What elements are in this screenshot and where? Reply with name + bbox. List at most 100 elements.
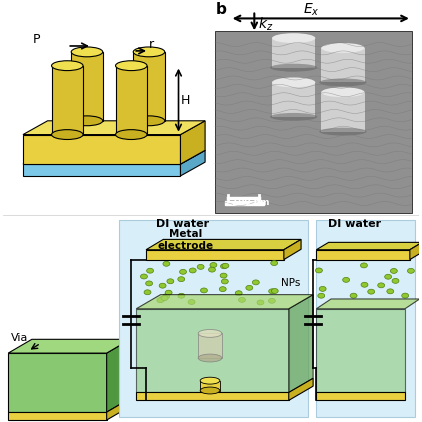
Ellipse shape xyxy=(222,263,229,268)
Ellipse shape xyxy=(146,281,153,286)
Ellipse shape xyxy=(200,377,220,384)
Polygon shape xyxy=(107,398,130,420)
Polygon shape xyxy=(316,250,410,260)
Ellipse shape xyxy=(200,288,207,293)
Ellipse shape xyxy=(319,287,326,291)
Ellipse shape xyxy=(252,280,259,285)
Ellipse shape xyxy=(200,387,220,394)
Ellipse shape xyxy=(361,282,368,287)
Ellipse shape xyxy=(198,354,222,362)
Bar xyxy=(272,38,315,68)
Ellipse shape xyxy=(235,291,242,296)
Ellipse shape xyxy=(180,269,187,274)
Ellipse shape xyxy=(222,279,228,284)
Ellipse shape xyxy=(385,274,392,279)
Ellipse shape xyxy=(316,268,322,273)
Ellipse shape xyxy=(163,294,170,299)
Polygon shape xyxy=(116,66,147,135)
Polygon shape xyxy=(316,242,422,250)
Ellipse shape xyxy=(270,64,317,72)
Bar xyxy=(119,220,308,417)
Polygon shape xyxy=(23,150,205,164)
Ellipse shape xyxy=(178,277,185,281)
Polygon shape xyxy=(410,242,422,260)
Bar xyxy=(272,82,315,117)
Ellipse shape xyxy=(51,130,83,140)
Ellipse shape xyxy=(238,298,246,302)
Polygon shape xyxy=(136,392,289,400)
Ellipse shape xyxy=(271,289,278,293)
Text: H: H xyxy=(181,94,190,107)
Ellipse shape xyxy=(272,33,315,43)
Text: $E_x$: $E_x$ xyxy=(303,2,320,18)
Ellipse shape xyxy=(390,268,397,273)
Polygon shape xyxy=(316,309,405,392)
Ellipse shape xyxy=(402,293,408,298)
Ellipse shape xyxy=(141,274,147,279)
Text: $k_z$: $k_z$ xyxy=(258,15,273,32)
Ellipse shape xyxy=(71,116,103,126)
Text: P: P xyxy=(33,33,41,46)
Ellipse shape xyxy=(163,261,170,266)
Ellipse shape xyxy=(208,267,215,272)
Polygon shape xyxy=(289,295,313,392)
Ellipse shape xyxy=(319,78,367,87)
Ellipse shape xyxy=(219,287,226,292)
Polygon shape xyxy=(289,378,313,400)
Ellipse shape xyxy=(350,293,357,298)
Polygon shape xyxy=(133,52,165,121)
Polygon shape xyxy=(200,381,220,390)
Polygon shape xyxy=(316,299,420,309)
Polygon shape xyxy=(8,339,130,353)
Polygon shape xyxy=(181,150,205,176)
Ellipse shape xyxy=(178,293,185,298)
Ellipse shape xyxy=(319,128,367,135)
Ellipse shape xyxy=(116,61,147,70)
Ellipse shape xyxy=(188,300,195,304)
Ellipse shape xyxy=(167,279,174,284)
Ellipse shape xyxy=(343,277,349,282)
Ellipse shape xyxy=(318,293,325,298)
Text: Metal
electrode: Metal electrode xyxy=(157,229,214,251)
Polygon shape xyxy=(181,121,205,164)
Polygon shape xyxy=(51,66,83,135)
Polygon shape xyxy=(23,135,181,164)
Polygon shape xyxy=(23,121,205,135)
Ellipse shape xyxy=(257,300,264,305)
Polygon shape xyxy=(136,295,313,309)
Bar xyxy=(316,220,415,417)
Ellipse shape xyxy=(321,87,365,97)
Ellipse shape xyxy=(159,283,166,288)
Ellipse shape xyxy=(161,295,168,300)
Polygon shape xyxy=(107,339,130,412)
Polygon shape xyxy=(146,250,284,260)
Ellipse shape xyxy=(246,285,253,290)
Polygon shape xyxy=(23,164,181,176)
Ellipse shape xyxy=(269,289,276,294)
Ellipse shape xyxy=(133,116,165,126)
Polygon shape xyxy=(71,52,103,121)
Ellipse shape xyxy=(270,113,317,121)
Ellipse shape xyxy=(165,290,172,295)
Polygon shape xyxy=(8,353,107,412)
Ellipse shape xyxy=(378,283,384,288)
Ellipse shape xyxy=(116,130,147,140)
Ellipse shape xyxy=(221,264,227,269)
Text: Via: Via xyxy=(11,333,29,343)
Ellipse shape xyxy=(197,265,204,269)
Ellipse shape xyxy=(157,298,164,303)
Polygon shape xyxy=(136,309,289,392)
Ellipse shape xyxy=(159,296,166,301)
Text: r: r xyxy=(149,38,154,51)
Text: DI water: DI water xyxy=(328,219,381,229)
Ellipse shape xyxy=(360,263,368,268)
Ellipse shape xyxy=(198,330,222,337)
Ellipse shape xyxy=(392,279,399,283)
Bar xyxy=(215,31,412,213)
Bar xyxy=(321,92,365,132)
Bar xyxy=(225,200,264,206)
Polygon shape xyxy=(8,412,107,420)
Bar xyxy=(321,48,365,82)
Ellipse shape xyxy=(368,289,375,294)
Ellipse shape xyxy=(133,47,165,57)
